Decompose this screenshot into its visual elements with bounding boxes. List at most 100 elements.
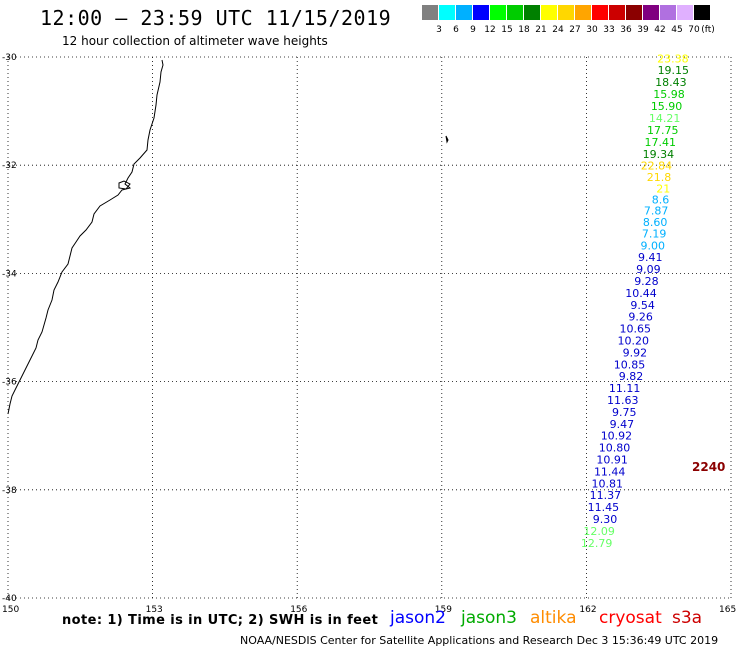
wave-height-value: 21.8 xyxy=(647,171,672,184)
color-scale-label: 70 xyxy=(688,25,700,35)
color-scale-label: 21 xyxy=(535,25,547,35)
color-scale-label: 18 xyxy=(518,25,530,35)
wave-height-value: 10.85 xyxy=(614,358,646,371)
wave-height-value: 11.37 xyxy=(590,489,622,502)
color-scale-label: 15 xyxy=(501,25,513,35)
color-scale-label: 12 xyxy=(484,25,496,35)
wave-height-value: 19.34 xyxy=(643,148,675,161)
wave-height-value: 8.60 xyxy=(643,216,668,229)
altimeter-track: 23.3819.1518.4315.9815.9014.2117.7517.41… xyxy=(581,53,689,550)
wave-height-value: 17.75 xyxy=(647,124,679,137)
color-scale-label: 24 xyxy=(552,25,564,35)
color-scale-swatch xyxy=(609,5,625,20)
wave-height-value: 9.92 xyxy=(623,346,648,359)
lon-tick-label: 153 xyxy=(146,605,163,615)
lat-tick-label: -40 xyxy=(2,594,17,604)
color-scale-label: 27 xyxy=(569,25,581,35)
legend-item-cryosat: cryosat xyxy=(599,608,662,628)
lon-tick-label: 150 xyxy=(2,605,19,615)
wave-height-value: 21 xyxy=(656,182,670,195)
lat-tick-label: -38 xyxy=(2,486,17,496)
color-scale-swatch xyxy=(524,5,540,20)
lon-tick-label: 162 xyxy=(579,605,596,615)
color-scale-swatch xyxy=(643,5,659,20)
lat-tick-label: -36 xyxy=(2,378,17,388)
wave-height-value: 11.45 xyxy=(588,501,620,514)
color-scale-label: 33 xyxy=(603,25,615,35)
wave-height-value: 23.38 xyxy=(657,53,689,66)
wave-height-value: 12.79 xyxy=(581,537,613,550)
island-lord-howe xyxy=(445,135,449,144)
lat-tick-label: -32 xyxy=(2,161,17,171)
wave-height-value: 9.26 xyxy=(628,311,653,324)
wave-height-value: 15.98 xyxy=(653,88,685,101)
color-scale-label: 6 xyxy=(453,25,459,35)
lon-tick-label: 159 xyxy=(435,605,452,615)
color-scale-swatch xyxy=(507,5,523,20)
color-scale-swatch xyxy=(490,5,506,20)
wave-height-value: 8.6 xyxy=(652,193,670,206)
color-scale-swatch xyxy=(456,5,472,20)
color-scale-label: 36 xyxy=(620,25,632,35)
color-scale-swatch xyxy=(422,5,438,20)
wave-height-value: 22.84 xyxy=(641,160,673,173)
color-scale-swatch xyxy=(473,5,489,20)
wave-height-value: 10.44 xyxy=(625,287,657,300)
wave-height-value: 11.44 xyxy=(594,465,626,478)
color-scale-label: 45 xyxy=(671,25,683,35)
color-scale-swatch xyxy=(541,5,557,20)
color-scale-label: 9 xyxy=(470,25,476,35)
wave-height-value: 18.43 xyxy=(655,76,687,89)
wave-height-value: 10.92 xyxy=(601,430,633,443)
lon-tick-label: 156 xyxy=(290,605,307,615)
wave-height-value: 9.00 xyxy=(640,239,665,252)
color-scale-unit: (ft) xyxy=(701,25,715,35)
wave-height-value: 14.21 xyxy=(649,112,681,125)
wave-height-value: 10.91 xyxy=(596,454,628,467)
color-scale-label: 3 xyxy=(436,25,442,35)
wave-height-value: 9.41 xyxy=(638,251,663,264)
wave-height-value: 12.09 xyxy=(583,525,615,538)
wave-height-value: 9.54 xyxy=(630,299,655,312)
lon-tick-label: 165 xyxy=(719,605,736,615)
wave-height-value: 9.47 xyxy=(610,418,635,431)
wave-height-value: 7.87 xyxy=(644,205,669,218)
legend-item-jason3: jason3 xyxy=(461,608,517,628)
track-time-label: 2240 xyxy=(692,460,725,474)
legend-item-s3a: s3a xyxy=(672,608,703,628)
wave-height-value: 9.28 xyxy=(634,275,659,288)
wave-height-value: 9.30 xyxy=(593,513,618,526)
wave-height-value: 10.65 xyxy=(619,323,651,336)
wave-height-value: 11.11 xyxy=(609,382,641,395)
wave-height-value: 15.90 xyxy=(651,100,683,113)
wave-height-value: 9.82 xyxy=(619,370,644,383)
coastline-australia xyxy=(7,59,164,415)
wave-height-value: 7.19 xyxy=(642,227,667,240)
coastline-detail xyxy=(118,180,131,190)
color-scale-swatch xyxy=(558,5,574,20)
color-scale-swatch xyxy=(575,5,591,20)
color-scale-swatch xyxy=(592,5,608,20)
lat-tick-label: -34 xyxy=(2,269,17,279)
map-subtitle: 12 hour collection of altimeter wave hei… xyxy=(62,34,328,48)
footer-credit: NOAA/NESDIS Center for Satellite Applica… xyxy=(240,634,719,647)
color-scale-swatch xyxy=(660,5,676,20)
wave-height-value: 17.41 xyxy=(645,136,677,149)
color-scale-swatch xyxy=(439,5,455,20)
wave-height-value: 19.15 xyxy=(658,64,690,77)
lat-tick-label: -30 xyxy=(2,53,17,63)
color-scale-swatch xyxy=(626,5,642,20)
wave-height-value: 11.63 xyxy=(607,394,639,407)
wave-height-value: 10.81 xyxy=(592,477,624,490)
color-scale-label: 42 xyxy=(654,25,666,35)
units-note: note: 1) Time is in UTC; 2) SWH is in fe… xyxy=(62,613,379,628)
color-scale-swatch xyxy=(677,5,693,20)
wave-height-value: 10.20 xyxy=(618,334,650,347)
wave-height-value: 10.80 xyxy=(599,442,631,455)
color-scale-label: 30 xyxy=(586,25,598,35)
legend-item-altika: altika xyxy=(530,608,577,628)
map-title: 12:00 – 23:59 UTC 11/15/2019 xyxy=(40,6,392,30)
wave-height-value: 9.09 xyxy=(636,263,661,276)
